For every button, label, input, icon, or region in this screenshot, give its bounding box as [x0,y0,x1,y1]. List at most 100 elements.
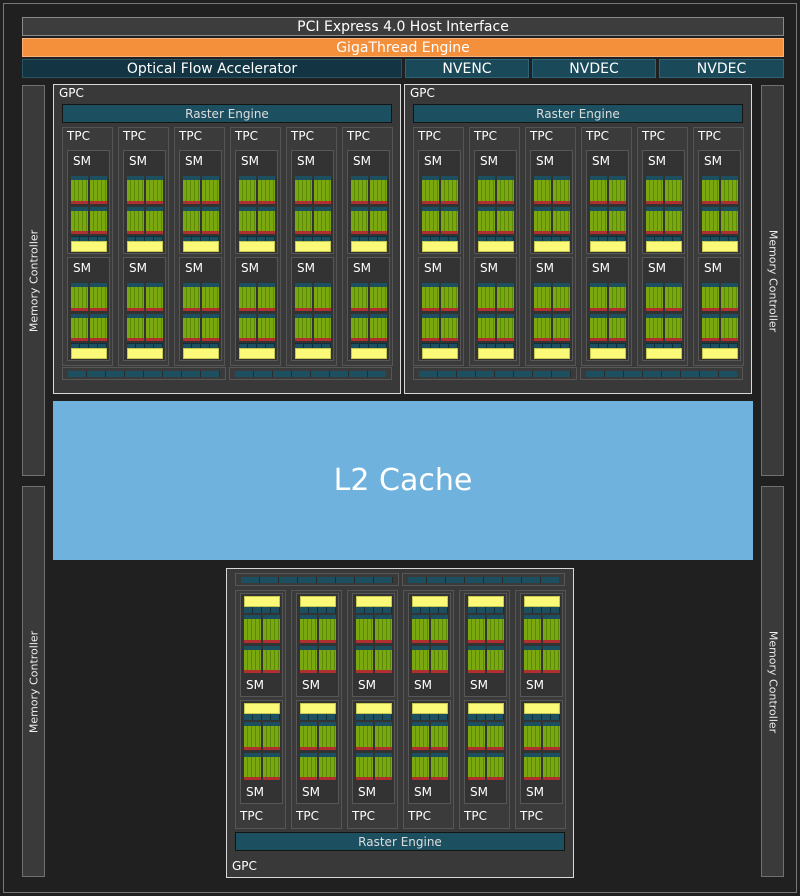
streaming-multiprocessor: SM [235,150,278,254]
warp-scheduler [375,615,392,619]
warp-scheduler [702,283,719,287]
warp-scheduler [412,753,429,757]
tensor-core [702,201,719,204]
cuda-cores [431,726,448,747]
tensor-core [71,308,88,311]
cuda-cores [258,318,275,338]
cuda-cores [71,180,88,201]
sm-label: SM [353,154,371,168]
warp-scheduler [90,207,107,211]
warp-scheduler [609,207,626,211]
tensor-core [468,747,485,750]
tensor-core [431,777,448,780]
cuda-cores [239,211,256,231]
tensor-core [244,747,261,750]
warp-scheduler [412,646,429,650]
load-store-units [468,714,504,720]
cuda-cores [300,619,317,640]
cuda-cores [609,287,626,308]
warp-scheduler [534,207,551,211]
warp-scheduler [90,283,107,287]
core-block [646,207,682,234]
tensor-core [263,640,280,643]
cuda-cores [319,619,336,640]
core-block [524,646,560,673]
tpc-label: TPC [240,809,263,823]
cuda-cores [263,757,280,777]
warp-scheduler [71,314,88,318]
cuda-cores [183,287,200,308]
core-block [422,314,458,341]
core-block [244,646,280,673]
sm-label: SM [704,261,722,275]
warp-scheduler [370,283,387,287]
warp-scheduler [356,753,373,757]
core-block [702,283,738,311]
tensor-core [590,338,607,341]
polymorph-engine [241,577,393,583]
l1-cache [646,241,682,252]
l1-cache [468,703,504,714]
warp-scheduler [422,176,439,180]
l1-cache [295,241,331,252]
warp-scheduler [183,176,200,180]
cuda-cores [202,180,219,201]
sm-label: SM [185,154,203,168]
warp-scheduler [590,283,607,287]
cuda-cores [90,318,107,338]
warp-scheduler [183,314,200,318]
tensor-core [422,231,439,234]
cuda-cores [431,757,448,777]
warp-scheduler [295,176,312,180]
tensor-core [543,670,560,673]
polymorph-engine-strip [235,573,399,586]
cuda-cores [646,318,663,338]
load-store-units [590,343,626,349]
warp-scheduler [300,615,317,619]
tpc-label: TPC [464,809,487,823]
tensor-core [239,231,256,234]
cuda-cores [441,211,458,231]
tensor-core [497,231,514,234]
warp-scheduler [351,314,368,318]
streaming-multiprocessor: SM [520,700,563,804]
warp-scheduler [646,314,663,318]
warp-scheduler [468,753,485,757]
cuda-cores [127,211,144,231]
tensor-core [239,338,256,341]
tensor-core [258,201,275,204]
warp-scheduler [721,283,738,287]
tensor-core [370,338,387,341]
warp-scheduler [468,615,485,619]
streaming-multiprocessor: SM [235,257,278,361]
cuda-cores [487,726,504,747]
core-block [300,615,336,643]
warp-scheduler [431,722,448,726]
core-block [468,646,504,673]
sm-label: SM [73,261,91,275]
warp-scheduler [127,314,144,318]
memory-controller: Memory Controller [22,85,45,476]
warp-scheduler [202,176,219,180]
core-block [127,176,163,204]
warp-scheduler [543,615,560,619]
tensor-core [295,231,312,234]
tensor-core [553,201,570,204]
cuda-cores [244,619,261,640]
core-block [590,176,626,204]
warp-scheduler [239,176,256,180]
tensor-core [370,201,387,204]
polymorph-engine-strip [413,367,577,380]
tpc-label: TPC [179,129,202,143]
load-store-units [702,343,738,349]
tensor-core [90,308,107,311]
warp-scheduler [244,646,261,650]
streaming-multiprocessor: SM [474,257,517,361]
cuda-cores [702,318,719,338]
warp-scheduler [258,176,275,180]
core-block [127,314,163,341]
tensor-core [295,338,312,341]
nvenc-block: NVENC [405,59,529,78]
cuda-cores [71,287,88,308]
tpc-block: TPC SM SM [515,590,566,829]
